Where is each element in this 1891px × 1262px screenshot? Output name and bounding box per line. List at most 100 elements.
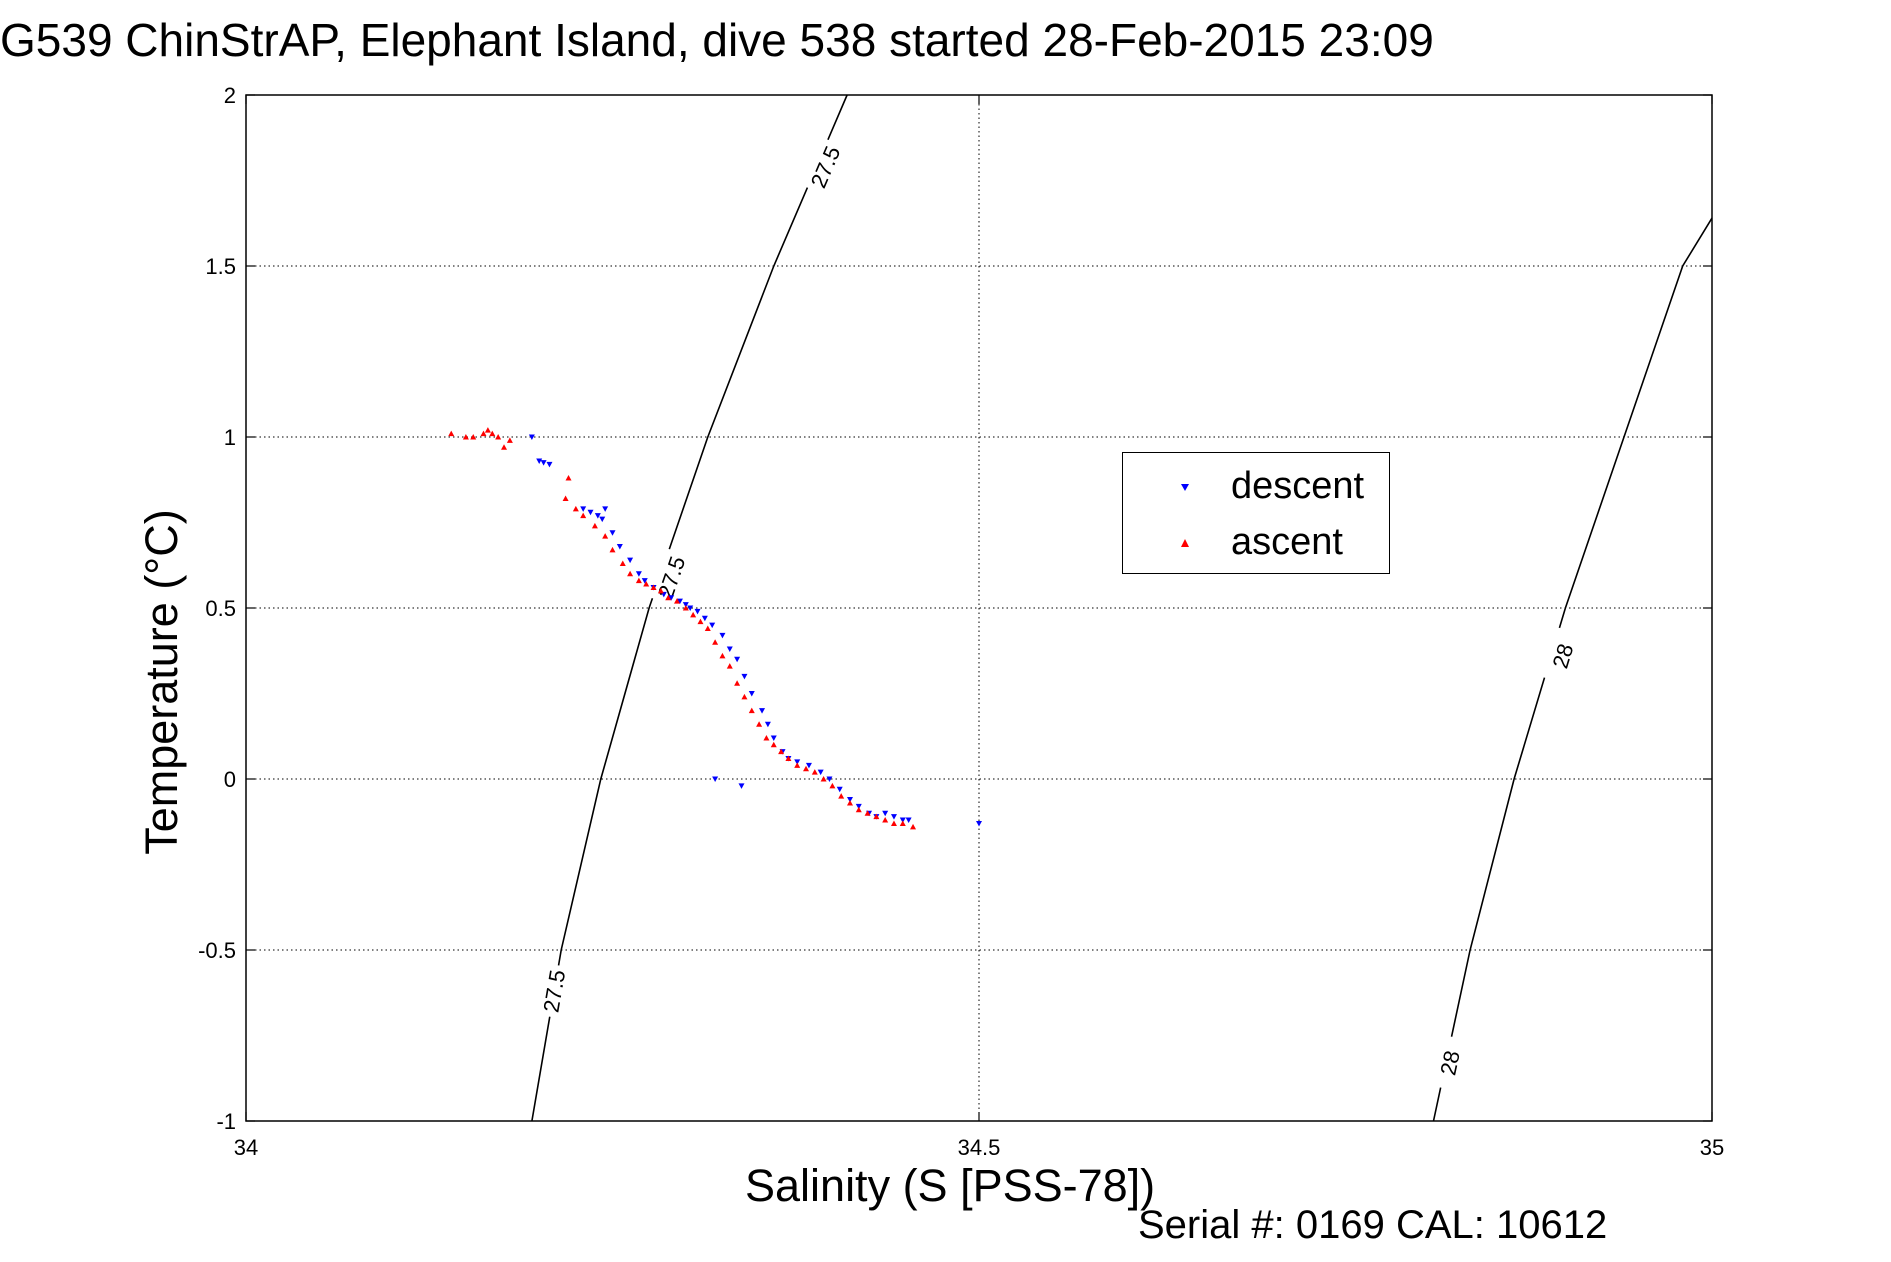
descent-point <box>709 622 716 629</box>
ascent-point <box>820 776 827 782</box>
ascent-point <box>890 820 897 826</box>
descent-point <box>905 817 912 824</box>
ascent-point <box>778 748 785 755</box>
chart-title: G539 ChinStrAP, Elephant Island, dive 53… <box>0 14 1434 66</box>
descent-point <box>602 506 609 512</box>
y-tick-label: 1.5 <box>205 254 236 279</box>
ascent-point <box>794 762 801 768</box>
axis-ticks: 34 34.5 35 -1 -0.5 0 0.5 1 1.5 2 <box>198 83 1724 1160</box>
x-axis-label: Salinity (S [PSS-78]) <box>745 1160 1156 1211</box>
descent-point <box>627 557 634 564</box>
descent-point <box>694 608 701 615</box>
ascent-point <box>770 741 777 748</box>
ascent-point <box>882 817 889 823</box>
descent-point <box>759 708 766 714</box>
descent-point <box>836 786 843 793</box>
ascent-point <box>665 594 672 601</box>
descent-point <box>641 578 648 584</box>
ascent-point <box>635 577 642 584</box>
density-contour-27.5 <box>531 94 848 1122</box>
ascent-point <box>470 434 477 440</box>
ascent-point <box>562 495 569 502</box>
descent-point <box>882 810 889 817</box>
ascent-point <box>591 522 598 529</box>
ascent-point <box>855 806 862 813</box>
x-tick-label: 34.5 <box>958 1135 1001 1160</box>
ascent-point <box>484 427 491 433</box>
descent-point <box>546 461 553 468</box>
descent-point <box>805 762 812 769</box>
ascent-point <box>763 734 770 741</box>
descent-point <box>794 759 801 765</box>
descent-point <box>676 598 683 605</box>
ascent-point <box>462 434 469 440</box>
ascent-point <box>609 546 616 553</box>
legend-label-ascent: ascent <box>1231 521 1343 563</box>
descent-point <box>764 721 771 728</box>
descent-point <box>528 434 535 440</box>
y-tick-label: -0.5 <box>198 938 236 963</box>
descent-point <box>594 513 601 519</box>
ascent-point <box>480 430 487 437</box>
y-tick-label: -1 <box>216 1109 236 1134</box>
ascent-point <box>734 680 741 686</box>
descent-point <box>599 516 606 523</box>
legend-item-ascent: ascent <box>1123 519 1389 569</box>
ascent-point <box>682 605 689 611</box>
ascent-point <box>565 475 572 481</box>
descent-point <box>738 783 745 789</box>
descent-point <box>826 776 833 782</box>
ascent-point <box>803 765 810 772</box>
ascent-point <box>643 581 650 587</box>
descent-point <box>976 820 982 827</box>
ascent-point <box>690 611 697 618</box>
ascent-point <box>719 652 726 659</box>
descent-marker-icon <box>1181 484 1189 491</box>
descent-point <box>899 817 906 824</box>
descent-point <box>855 803 862 810</box>
descent-point <box>741 673 748 680</box>
ascent-point <box>811 769 818 775</box>
descent-point <box>719 632 726 639</box>
ascent-point <box>741 693 748 700</box>
descent-point <box>748 691 755 697</box>
contour-label-bg <box>535 963 573 1020</box>
descent-point <box>668 595 675 601</box>
contour-label-bg <box>1430 1034 1469 1092</box>
ascent-point <box>697 618 704 625</box>
y-tick-label: 0 <box>224 767 236 792</box>
descent-point <box>726 646 733 653</box>
ascent-point <box>726 663 733 669</box>
ascent-point <box>619 560 626 567</box>
ascent-marker-icon <box>1181 539 1189 547</box>
legend: descent ascent <box>1122 452 1390 574</box>
ascent-point <box>650 584 657 590</box>
ascent-point <box>627 570 634 577</box>
descent-point <box>817 769 824 776</box>
contour-label: 27.5 <box>653 553 691 602</box>
legend-label-descent: descent <box>1231 465 1365 507</box>
ascent-point <box>704 625 711 632</box>
y-axis-label: Temperature (°C) <box>136 509 187 855</box>
ascent-point <box>846 799 853 806</box>
contour-label: 28 <box>1435 1048 1465 1077</box>
descent-point <box>701 615 708 622</box>
descent-point <box>687 605 694 611</box>
ascent-point <box>501 444 508 450</box>
x-tick-label: 34 <box>234 1135 258 1160</box>
descent-point <box>580 506 587 512</box>
ascent-point <box>495 434 502 440</box>
descent-point <box>616 543 623 550</box>
density-contour-28 <box>1432 217 1713 1122</box>
descent-point <box>734 656 741 663</box>
descent-point <box>536 458 543 464</box>
descent-point <box>890 814 897 820</box>
descent-point <box>846 797 853 803</box>
ascent-point <box>489 430 496 437</box>
serial-cal-text: Serial #: 0169 CAL: 10612 <box>1138 1203 1608 1247</box>
ascent-point <box>864 810 871 816</box>
contour-label-bg <box>1541 626 1584 685</box>
y-tick-label: 0.5 <box>205 596 236 621</box>
